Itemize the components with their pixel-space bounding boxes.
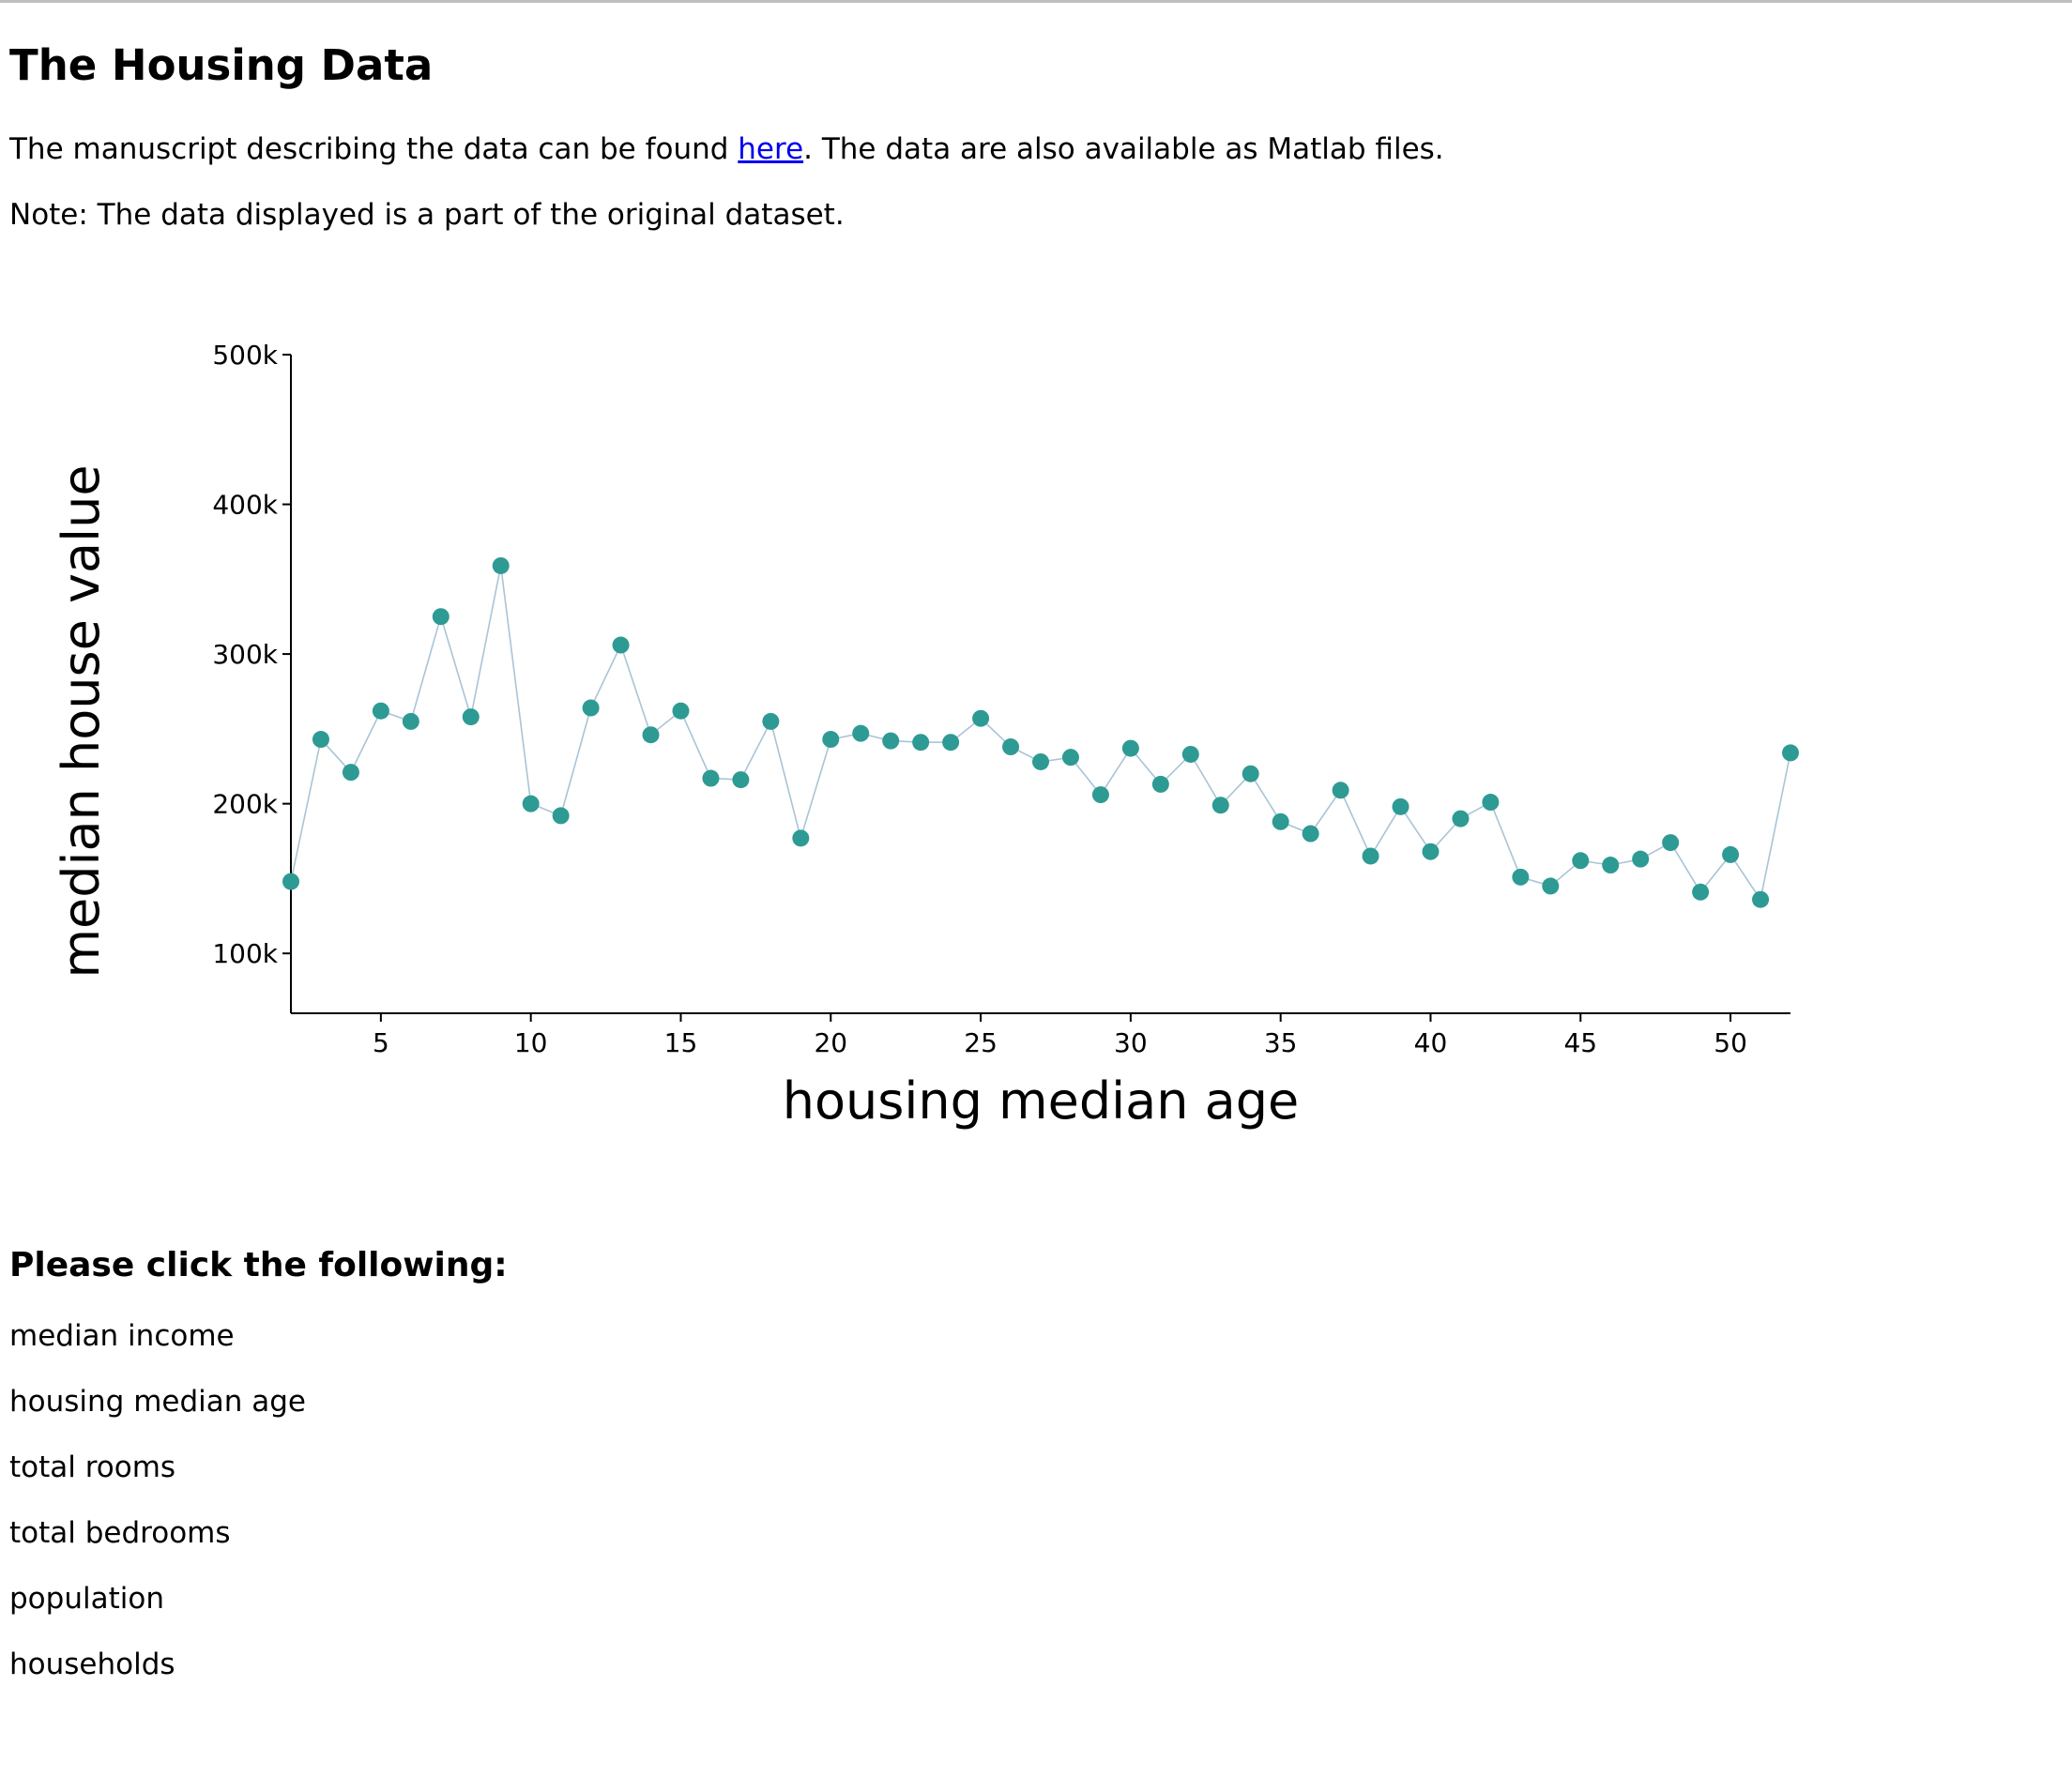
manuscript-link[interactable]: here: [738, 132, 804, 166]
top-border: [0, 0, 2072, 3]
note-paragraph: Note: The data displayed is a part of th…: [9, 198, 845, 232]
data-point: [312, 731, 329, 749]
x-tick-label: 15: [664, 1027, 698, 1058]
x-tick-label: 35: [1264, 1027, 1298, 1058]
x-tick-label: 5: [373, 1027, 389, 1058]
data-point: [792, 829, 810, 847]
data-point: [282, 873, 299, 890]
data-point: [1121, 739, 1139, 757]
data-point: [492, 556, 510, 574]
data-point: [1542, 877, 1560, 895]
data-point: [1602, 857, 1620, 874]
y-tick-label: 400k: [212, 490, 278, 521]
data-point: [1272, 812, 1289, 830]
data-point: [1151, 775, 1169, 793]
data-point: [552, 807, 570, 825]
data-point: [1061, 749, 1079, 767]
x-tick-label: 10: [514, 1027, 548, 1058]
data-point: [1392, 797, 1409, 815]
option-median-income[interactable]: median income: [9, 1319, 235, 1353]
option-total-bedrooms[interactable]: total bedrooms: [9, 1516, 231, 1550]
data-point: [1662, 834, 1680, 852]
data-point: [432, 608, 449, 626]
series-line: [290, 565, 1791, 902]
data-point: [372, 702, 389, 720]
x-tick-label: 30: [1114, 1027, 1148, 1058]
data-point: [1091, 786, 1109, 804]
data-point: [1181, 745, 1199, 763]
data-point: [1632, 850, 1650, 868]
data-point: [762, 712, 780, 730]
data-point: [1422, 843, 1440, 860]
x-tick-label: 20: [814, 1027, 847, 1058]
y-tick-label: 500k: [212, 340, 278, 371]
option-population[interactable]: population: [9, 1582, 164, 1616]
option-households[interactable]: households: [9, 1648, 175, 1681]
data-point: [972, 709, 990, 727]
data-point: [342, 764, 359, 782]
scatter-line-chart: 100k 200k 300k 400k 500k 5 10 15 20 25 30 35 40 45 50 h…: [52, 340, 1799, 1131]
data-point: [1482, 794, 1500, 812]
data-point: [522, 795, 540, 812]
x-tick-label: 50: [1714, 1027, 1747, 1058]
data-point: [1242, 765, 1259, 782]
y-axis-label: median house value: [52, 464, 111, 978]
data-point: [1332, 782, 1349, 799]
data-point: [672, 702, 690, 720]
y-tick-label: 100k: [212, 938, 278, 969]
data-point: [732, 771, 750, 789]
data-point: [1302, 825, 1319, 843]
data-point: [942, 734, 960, 752]
data-point: [852, 724, 870, 742]
data-point: [612, 636, 630, 654]
data-point: [702, 769, 720, 787]
data-point: [1722, 845, 1740, 863]
intro-text-after: . The data are also available as Matlab …: [803, 132, 1444, 166]
data-point: [462, 708, 480, 726]
data-point: [1512, 868, 1530, 886]
intro-text-before: The manuscript describing the data can b…: [9, 132, 739, 166]
y-tick-label: 200k: [212, 789, 278, 820]
data-point: [1782, 744, 1799, 762]
data-point: [912, 734, 930, 752]
y-tick-label: 300k: [212, 639, 278, 670]
data-point: [1452, 810, 1470, 828]
page-title: The Housing Data: [9, 40, 434, 90]
data-point: [1002, 738, 1020, 756]
option-housing-median-age[interactable]: housing median age: [9, 1385, 307, 1419]
data-point: [822, 731, 840, 749]
data-point: [402, 712, 419, 730]
data-point: [1752, 890, 1770, 908]
x-tick-label: 45: [1563, 1027, 1597, 1058]
data-point: [1211, 797, 1229, 814]
x-axis-label: housing median age: [783, 1071, 1299, 1131]
data-point: [642, 726, 660, 744]
options-heading: Please click the following:: [9, 1246, 508, 1284]
x-tick-label: 40: [1414, 1027, 1448, 1058]
x-tick-label: 25: [964, 1027, 998, 1058]
data-point: [1692, 883, 1710, 901]
data-point: [1572, 852, 1590, 870]
option-total-rooms[interactable]: total rooms: [9, 1450, 176, 1484]
data-point: [1032, 752, 1049, 770]
data-point: [582, 699, 600, 717]
data-point: [882, 732, 900, 750]
data-point: [1362, 847, 1379, 865]
intro-paragraph: The manuscript describing the data can b…: [9, 129, 1444, 169]
